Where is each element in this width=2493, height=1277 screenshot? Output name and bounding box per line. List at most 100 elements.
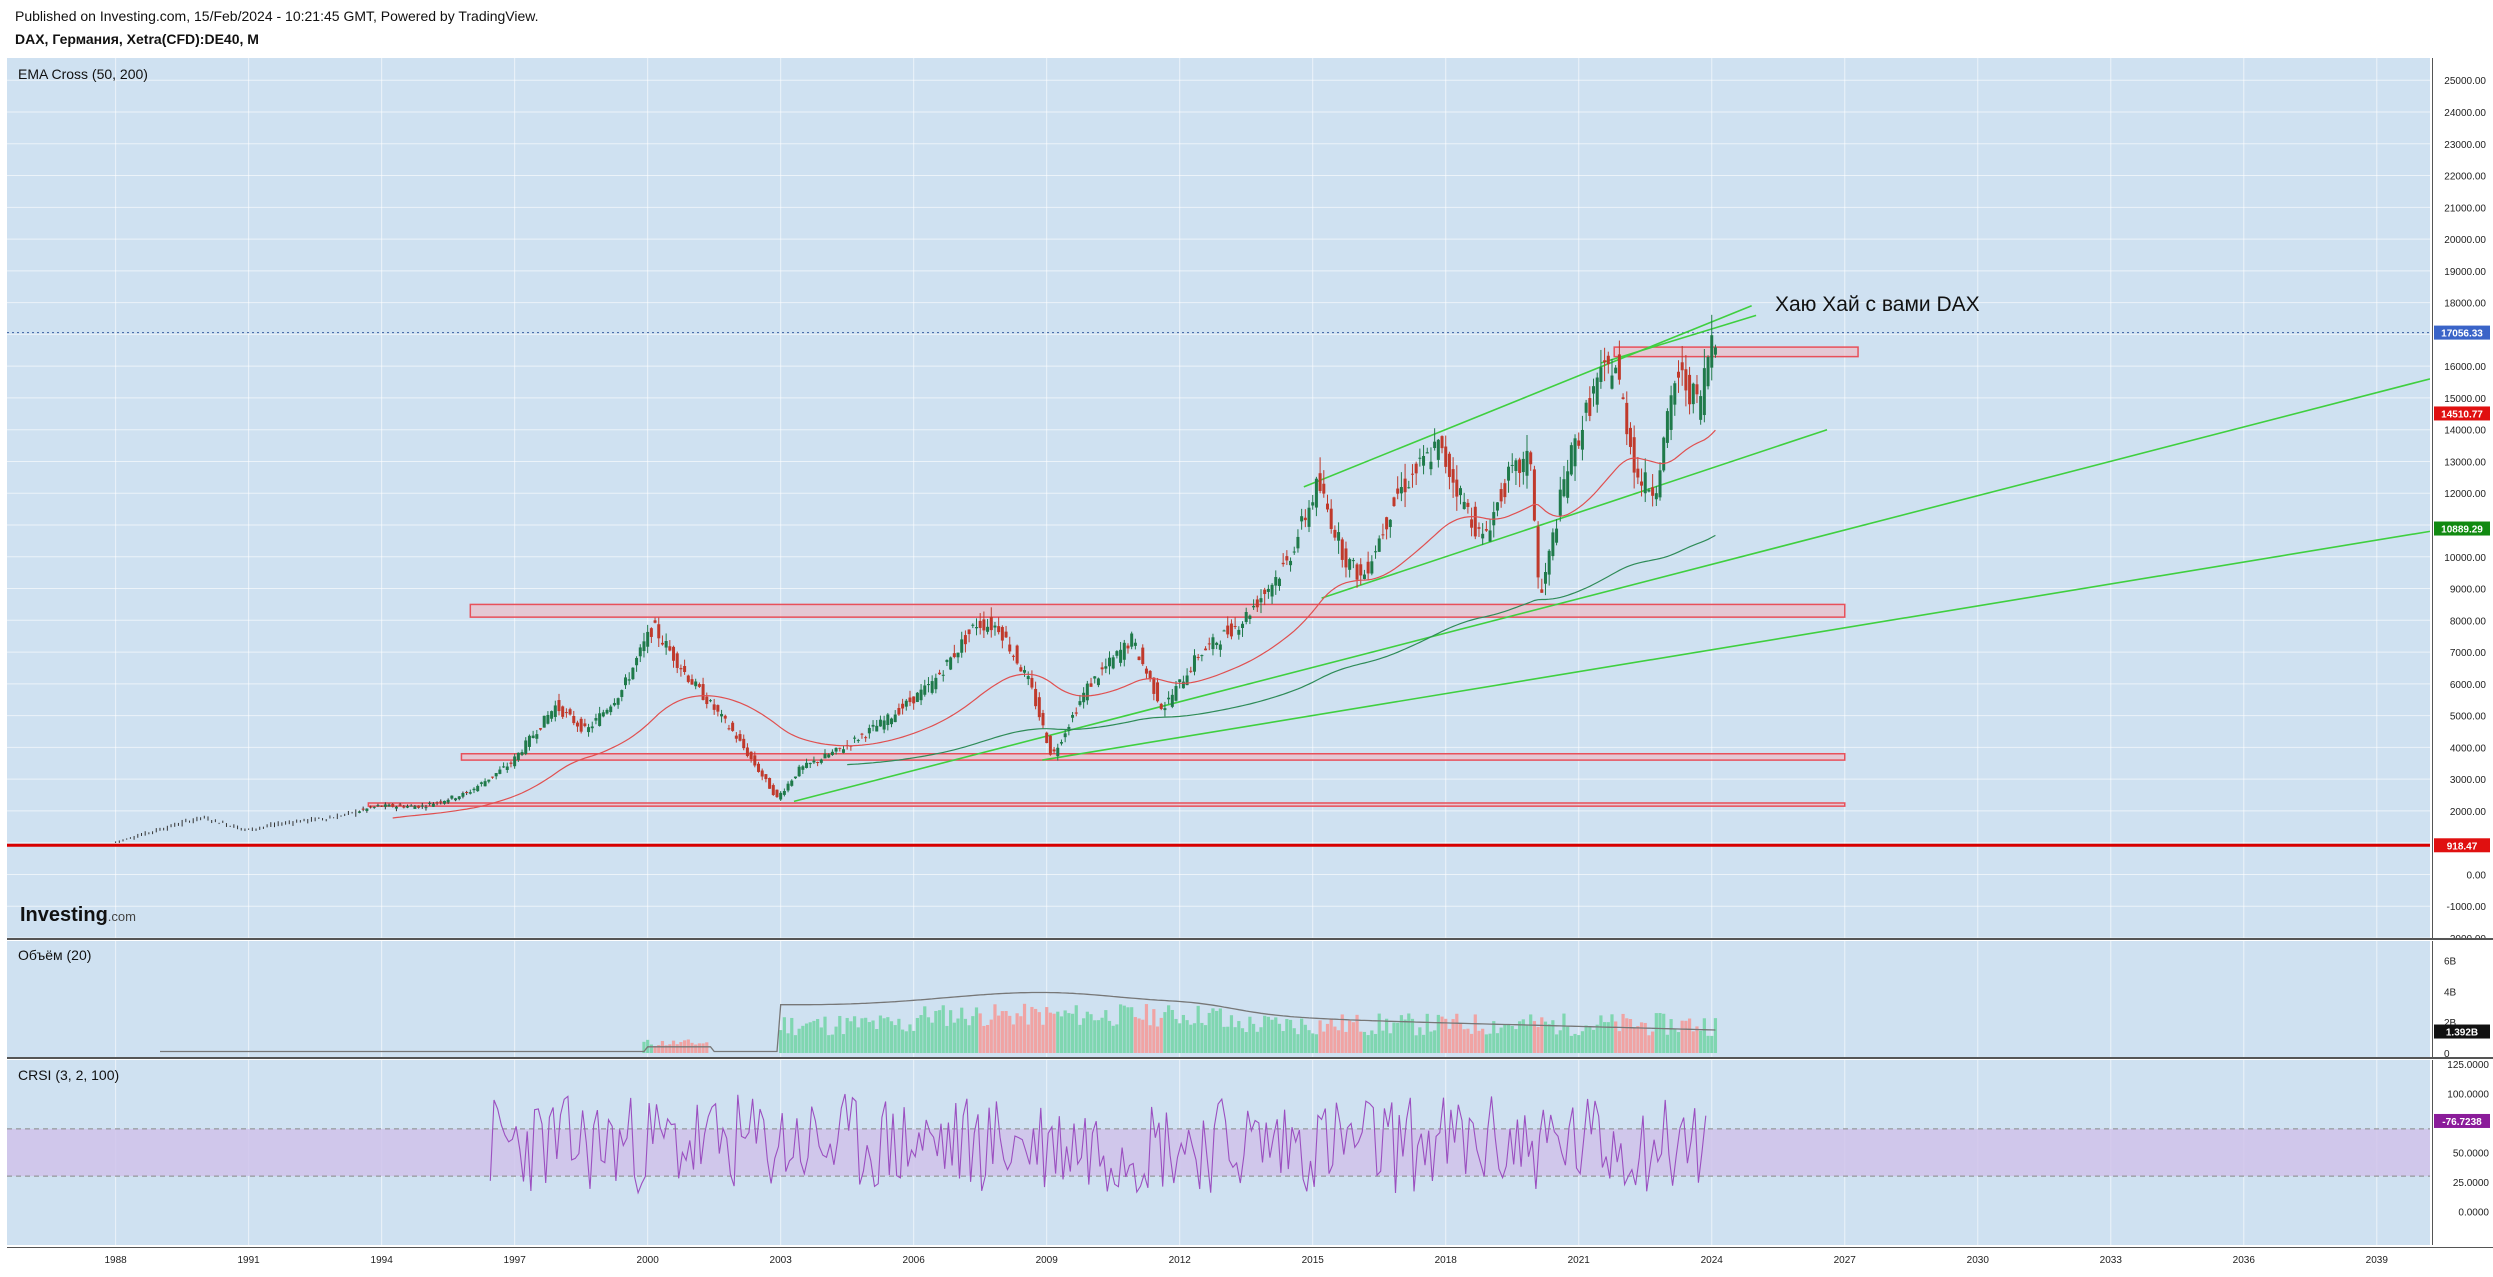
- volume-ma-line: [160, 991, 1716, 1053]
- candle-body: [479, 782, 483, 784]
- candle-body: [915, 692, 919, 702]
- candle-body: [930, 681, 934, 693]
- support-resistance-zone: [460, 752, 1846, 761]
- candle-body: [797, 766, 801, 777]
- candle-body: [1658, 470, 1662, 498]
- candle-body: [387, 804, 391, 807]
- ema-indicator-title[interactable]: EMA Cross (50, 200): [18, 66, 148, 82]
- crsi-axis[interactable]: 125.0000100.000075.000050.000025.00000.0…: [2432, 1060, 2493, 1245]
- volume-pane[interactable]: [7, 941, 2430, 1057]
- volume-bar: [797, 1028, 801, 1053]
- volume-bar: [830, 1034, 835, 1053]
- volume-bar: [1336, 1030, 1341, 1053]
- candle-body: [1499, 489, 1503, 502]
- volume-bar: [1410, 1018, 1415, 1053]
- volume-chart[interactable]: [7, 941, 2430, 1057]
- time-tick-label: 1994: [371, 1255, 394, 1266]
- volume-bar: [1651, 1031, 1655, 1053]
- candle-body: [417, 805, 421, 808]
- candle-body: [683, 666, 687, 673]
- candle-body: [1569, 445, 1573, 475]
- candle-body: [1628, 427, 1632, 447]
- candle-body: [1196, 656, 1200, 658]
- candle-body: [779, 792, 783, 800]
- candle-body: [1030, 677, 1034, 688]
- volume-bar: [1130, 1007, 1134, 1053]
- time-axis[interactable]: 1988 1991 1994 1997 2000 2003 2006 2009 2012 2015…: [7, 1247, 2493, 1272]
- candle-body: [1351, 560, 1355, 562]
- candle-body: [468, 792, 472, 794]
- candle-body: [786, 783, 790, 791]
- volume-bar: [919, 1015, 923, 1053]
- volume-bar: [1285, 1018, 1289, 1053]
- trend-line: [1321, 428, 1828, 599]
- candle-body: [679, 668, 683, 670]
- volume-bar: [1019, 1016, 1023, 1053]
- volume-bar: [1089, 1014, 1093, 1053]
- candle-body: [712, 704, 716, 710]
- volume-bar: [668, 1044, 672, 1053]
- support-line-tag-bg: [2434, 838, 2490, 853]
- price-tick-label: 13000.00: [2444, 457, 2486, 468]
- volume-bar: [819, 1027, 823, 1053]
- candle-body: [380, 805, 384, 807]
- price-pane[interactable]: [7, 58, 2430, 938]
- volume-bar: [1414, 1035, 1418, 1053]
- candle-body: [1621, 397, 1625, 400]
- candle-body: [952, 653, 956, 658]
- candle-body: [1148, 670, 1152, 680]
- volume-bar: [1399, 1015, 1403, 1053]
- crsi-pane[interactable]: [7, 1060, 2430, 1245]
- candle-body: [1192, 655, 1196, 672]
- volume-bar: [1292, 1028, 1296, 1053]
- candle-body: [1459, 488, 1463, 496]
- volume-bar: [1447, 1028, 1452, 1053]
- candle-body: [1019, 667, 1023, 672]
- volume-bar: [1506, 1024, 1511, 1053]
- price-axis[interactable]: 25000.00 24000.00 23000.00 22000.00 21000.00…: [2432, 58, 2493, 945]
- candle-body: [1418, 457, 1422, 459]
- crsi-chart[interactable]: [7, 1060, 2430, 1245]
- volume-bar: [1104, 1010, 1108, 1053]
- candle-body: [383, 804, 387, 807]
- candle-body: [871, 724, 875, 727]
- candle-body: [860, 733, 864, 735]
- time-tick-label: 2030: [1967, 1255, 1990, 1266]
- trend-line: [1042, 530, 2430, 761]
- volume-bar: [675, 1044, 679, 1053]
- candle-body: [993, 625, 997, 628]
- crsi-indicator-title[interactable]: CRSI (3, 2, 100): [18, 1067, 120, 1083]
- time-tick-label: 2036: [2233, 1255, 2256, 1266]
- candle-body: [1521, 458, 1525, 473]
- candle-body: [1551, 532, 1555, 557]
- price-tick-label: 8000.00: [2450, 616, 2487, 627]
- candle-body: [1632, 437, 1636, 473]
- candle-body: [1052, 749, 1056, 752]
- volume-indicator-title[interactable]: Объём (20): [18, 947, 92, 963]
- price-tick-label: 0.00: [2467, 870, 2487, 881]
- pane-divider[interactable]: [7, 938, 2493, 940]
- candle-body: [1599, 367, 1603, 382]
- candle-body: [1495, 502, 1499, 511]
- candle-body: [660, 642, 664, 645]
- volume-bar: [997, 1015, 1001, 1053]
- price-chart[interactable]: [7, 58, 2430, 938]
- volume-bar: [1152, 1009, 1156, 1053]
- logo-suffix: .com: [107, 909, 136, 924]
- candle-body: [1592, 386, 1596, 394]
- candle-body: [601, 712, 605, 717]
- volume-bar: [1521, 1019, 1525, 1053]
- volume-bar: [816, 1019, 820, 1053]
- volume-bar: [1676, 1032, 1681, 1053]
- volume-axis[interactable]: 6B 4B 2B 0 1.392B: [2432, 941, 2493, 1060]
- pane-divider[interactable]: [7, 1057, 2493, 1059]
- candle-body: [1096, 678, 1100, 686]
- candle-body: [764, 774, 768, 780]
- volume-bar: [1045, 1007, 1049, 1053]
- candle-body: [609, 706, 613, 713]
- volume-bar: [882, 1018, 886, 1053]
- candle-body: [1093, 676, 1097, 679]
- volume-bar: [1366, 1035, 1370, 1053]
- volume-bar: [1503, 1024, 1507, 1053]
- candle-body: [960, 639, 964, 653]
